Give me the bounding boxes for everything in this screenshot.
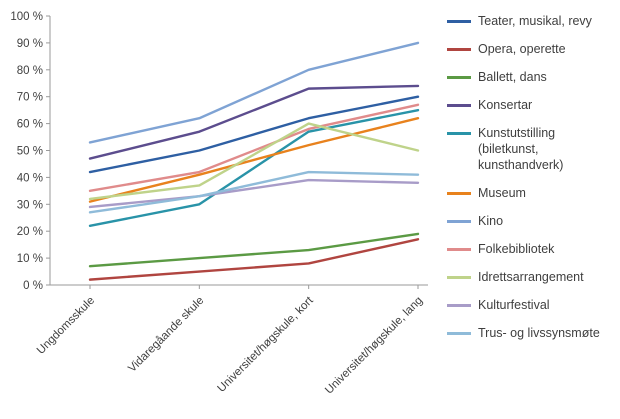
series-line xyxy=(88,122,420,201)
legend-item: Folkebibliotek xyxy=(447,241,617,257)
legend-line-marker xyxy=(447,304,471,307)
legend-item: Trus- og livssynsmøte xyxy=(447,325,617,341)
series-line xyxy=(88,170,420,214)
y-tick-label: 10 % xyxy=(17,253,43,265)
legend-line-marker xyxy=(447,20,471,23)
legend-line-marker xyxy=(447,104,471,107)
series-line xyxy=(88,238,420,281)
y-tick-label: 30 % xyxy=(17,199,43,211)
legend-item: Museum xyxy=(447,185,617,201)
legend-item: Kulturfestival xyxy=(447,297,617,313)
series-line xyxy=(88,84,420,160)
y-tick-label: 80 % xyxy=(17,65,43,77)
legend-label: Trus- og livssynsmøte xyxy=(478,326,600,340)
series-line xyxy=(88,232,420,268)
series-line xyxy=(88,103,420,193)
series-line xyxy=(88,178,420,209)
legend-label: Kulturfestival xyxy=(478,298,550,312)
legend-item: Kunstutstilling (biletkunst, kunsthandve… xyxy=(447,125,617,173)
legend-label: Kino xyxy=(478,214,504,228)
legend-label: Opera, operette xyxy=(478,42,566,56)
legend-item: Kino xyxy=(447,213,617,229)
legend-line-marker xyxy=(447,76,471,79)
legend-item: Idrettsarrangement xyxy=(447,269,617,285)
legend-line-marker xyxy=(447,332,471,335)
y-tick-label: 20 % xyxy=(17,226,43,238)
category-label: Universitet/høgskule, kort xyxy=(216,294,317,395)
legend-item: Konsertar xyxy=(447,97,617,113)
category-label: Ungdomsskule xyxy=(35,295,97,357)
legend-label: Idrettsarrangement xyxy=(478,270,584,284)
y-tick-label: 100 % xyxy=(10,11,43,23)
legend-item: Ballett, dans xyxy=(447,69,617,85)
y-tick-label: 40 % xyxy=(17,172,43,184)
y-tick-label: 0 % xyxy=(23,280,43,292)
category-label: Vidaregåande skule xyxy=(126,295,206,375)
y-tick-label: 90 % xyxy=(17,38,43,50)
y-tick-label: 50 % xyxy=(17,146,43,158)
legend-line-marker xyxy=(447,48,471,51)
legend-line-marker xyxy=(447,132,471,135)
legend-label: Teater, musikal, revy xyxy=(478,14,592,28)
legend-line-marker xyxy=(447,220,471,223)
legend-label: Ballett, dans xyxy=(478,70,547,84)
legend-label: Folkebibliotek xyxy=(478,242,555,256)
series-line xyxy=(88,108,420,228)
line-chart: 0 % 10 % 20 % 30 % 40 % 50 % 60 % 70 % 80 % 90 % 1… xyxy=(10,11,428,397)
category-label: Universitet/høgskule, lang xyxy=(323,295,425,397)
y-tick-label: 60 % xyxy=(17,119,43,131)
series-line xyxy=(88,41,420,144)
y-tick-label: 70 % xyxy=(17,92,43,104)
series-line xyxy=(88,95,420,174)
legend-item: Teater, musikal, revy xyxy=(447,13,617,29)
legend-line-marker xyxy=(447,248,471,251)
legend-label: Kunstutstilling (biletkunst, kunsthandve… xyxy=(478,126,564,172)
legend-line-marker xyxy=(447,192,471,195)
legend-item: Opera, operette xyxy=(447,41,617,57)
chart-legend: Teater, musikal, revy Opera, operette Ball… xyxy=(447,13,617,341)
legend-line-marker xyxy=(447,276,471,279)
legend-label: Konsertar xyxy=(478,98,533,112)
legend-label: Museum xyxy=(478,186,526,200)
series-line xyxy=(88,117,420,203)
